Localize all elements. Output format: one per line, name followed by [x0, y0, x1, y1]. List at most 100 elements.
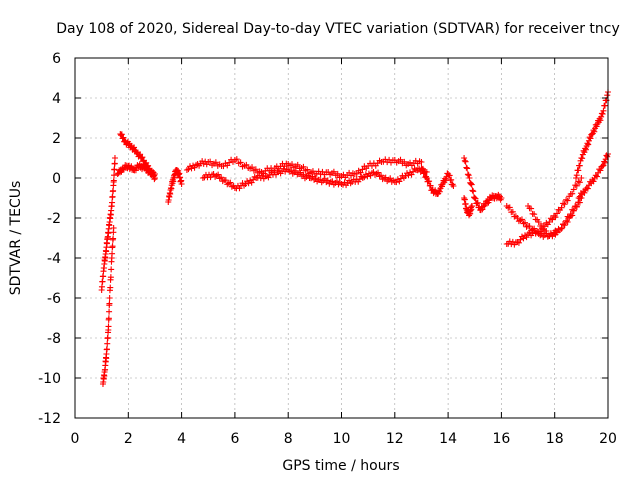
data-point	[467, 180, 474, 187]
data-point	[294, 161, 301, 168]
data-point	[579, 155, 586, 162]
data-point	[578, 175, 585, 181]
data-point	[552, 214, 559, 221]
data-point	[603, 152, 610, 159]
data-point	[107, 274, 114, 281]
data-point	[535, 219, 542, 225]
data-point	[110, 225, 117, 231]
x-tick-label: 4	[177, 431, 186, 447]
y-tick-label: -8	[47, 331, 61, 347]
data-point	[573, 175, 580, 181]
data-point	[582, 146, 589, 153]
data-point	[111, 166, 118, 173]
data-point	[509, 208, 516, 215]
x-tick-label: 20	[599, 431, 617, 447]
data-point	[575, 167, 582, 174]
data-point	[466, 175, 473, 181]
data-point	[185, 166, 192, 173]
data-point	[564, 197, 571, 204]
data-point	[464, 171, 471, 178]
data-point	[573, 203, 580, 210]
data-point	[597, 117, 604, 124]
data-point	[561, 222, 568, 229]
data-point	[109, 193, 116, 200]
data-point	[249, 164, 256, 171]
data-point	[219, 178, 226, 185]
data-point	[104, 334, 111, 341]
data-point	[463, 164, 470, 171]
data-point	[426, 178, 433, 185]
data-point	[472, 195, 479, 202]
data-point	[251, 173, 258, 180]
data-point	[558, 204, 565, 211]
x-tick-label: 10	[333, 431, 351, 447]
x-tick-label: 0	[71, 431, 80, 447]
data-point	[401, 158, 408, 165]
data-point	[461, 157, 468, 164]
data-point	[297, 169, 304, 176]
data-point	[570, 207, 577, 214]
data-point	[107, 284, 114, 291]
data-point	[560, 200, 567, 207]
data-point	[418, 159, 425, 165]
data-point	[587, 135, 594, 142]
data-point	[576, 179, 583, 186]
data-point	[543, 228, 550, 234]
data-point	[514, 215, 521, 221]
data-point	[446, 172, 453, 179]
data-point	[321, 175, 328, 182]
data-point	[105, 323, 112, 330]
data-point	[106, 308, 113, 315]
data-point	[110, 177, 117, 184]
data-point	[526, 223, 533, 230]
data-point	[563, 196, 570, 203]
data-point	[312, 175, 319, 182]
data-point	[309, 173, 316, 180]
data-point	[237, 159, 244, 166]
data-point	[233, 156, 240, 163]
data-point	[378, 172, 385, 179]
data-point	[222, 177, 229, 184]
data-point	[178, 181, 185, 187]
data-point	[468, 181, 475, 188]
data-point	[517, 236, 524, 243]
x-tick-label: 6	[230, 431, 239, 447]
data-point	[523, 223, 530, 230]
y-tick-label: -12	[38, 411, 61, 427]
data-point	[100, 273, 107, 280]
data-point	[569, 206, 576, 213]
data-point	[359, 166, 366, 173]
data-point	[531, 225, 538, 232]
data-point	[423, 173, 430, 180]
data-point	[300, 163, 307, 170]
data-point	[111, 160, 118, 167]
data-point	[506, 204, 513, 211]
y-tick-label: -2	[47, 211, 61, 227]
data-point	[106, 295, 113, 301]
data-point	[423, 175, 430, 181]
data-point	[227, 179, 234, 186]
data-point	[593, 173, 600, 180]
data-point	[324, 177, 331, 184]
data-point	[252, 166, 259, 173]
data-point	[498, 195, 505, 201]
data-point	[572, 203, 579, 210]
data-point	[604, 153, 611, 160]
data-point	[99, 278, 106, 285]
data-point	[585, 141, 592, 148]
data-point	[103, 346, 110, 353]
data-point	[98, 283, 105, 290]
data-point	[600, 107, 607, 114]
data-point	[469, 203, 476, 209]
data-point	[584, 185, 591, 192]
data-point	[333, 178, 340, 185]
data-point	[601, 102, 608, 109]
data-point	[599, 163, 606, 169]
data-point	[471, 195, 478, 201]
data-point	[553, 210, 560, 217]
data-point	[591, 128, 598, 135]
data-point	[464, 165, 471, 172]
data-point	[573, 182, 580, 189]
data-point	[151, 171, 158, 177]
